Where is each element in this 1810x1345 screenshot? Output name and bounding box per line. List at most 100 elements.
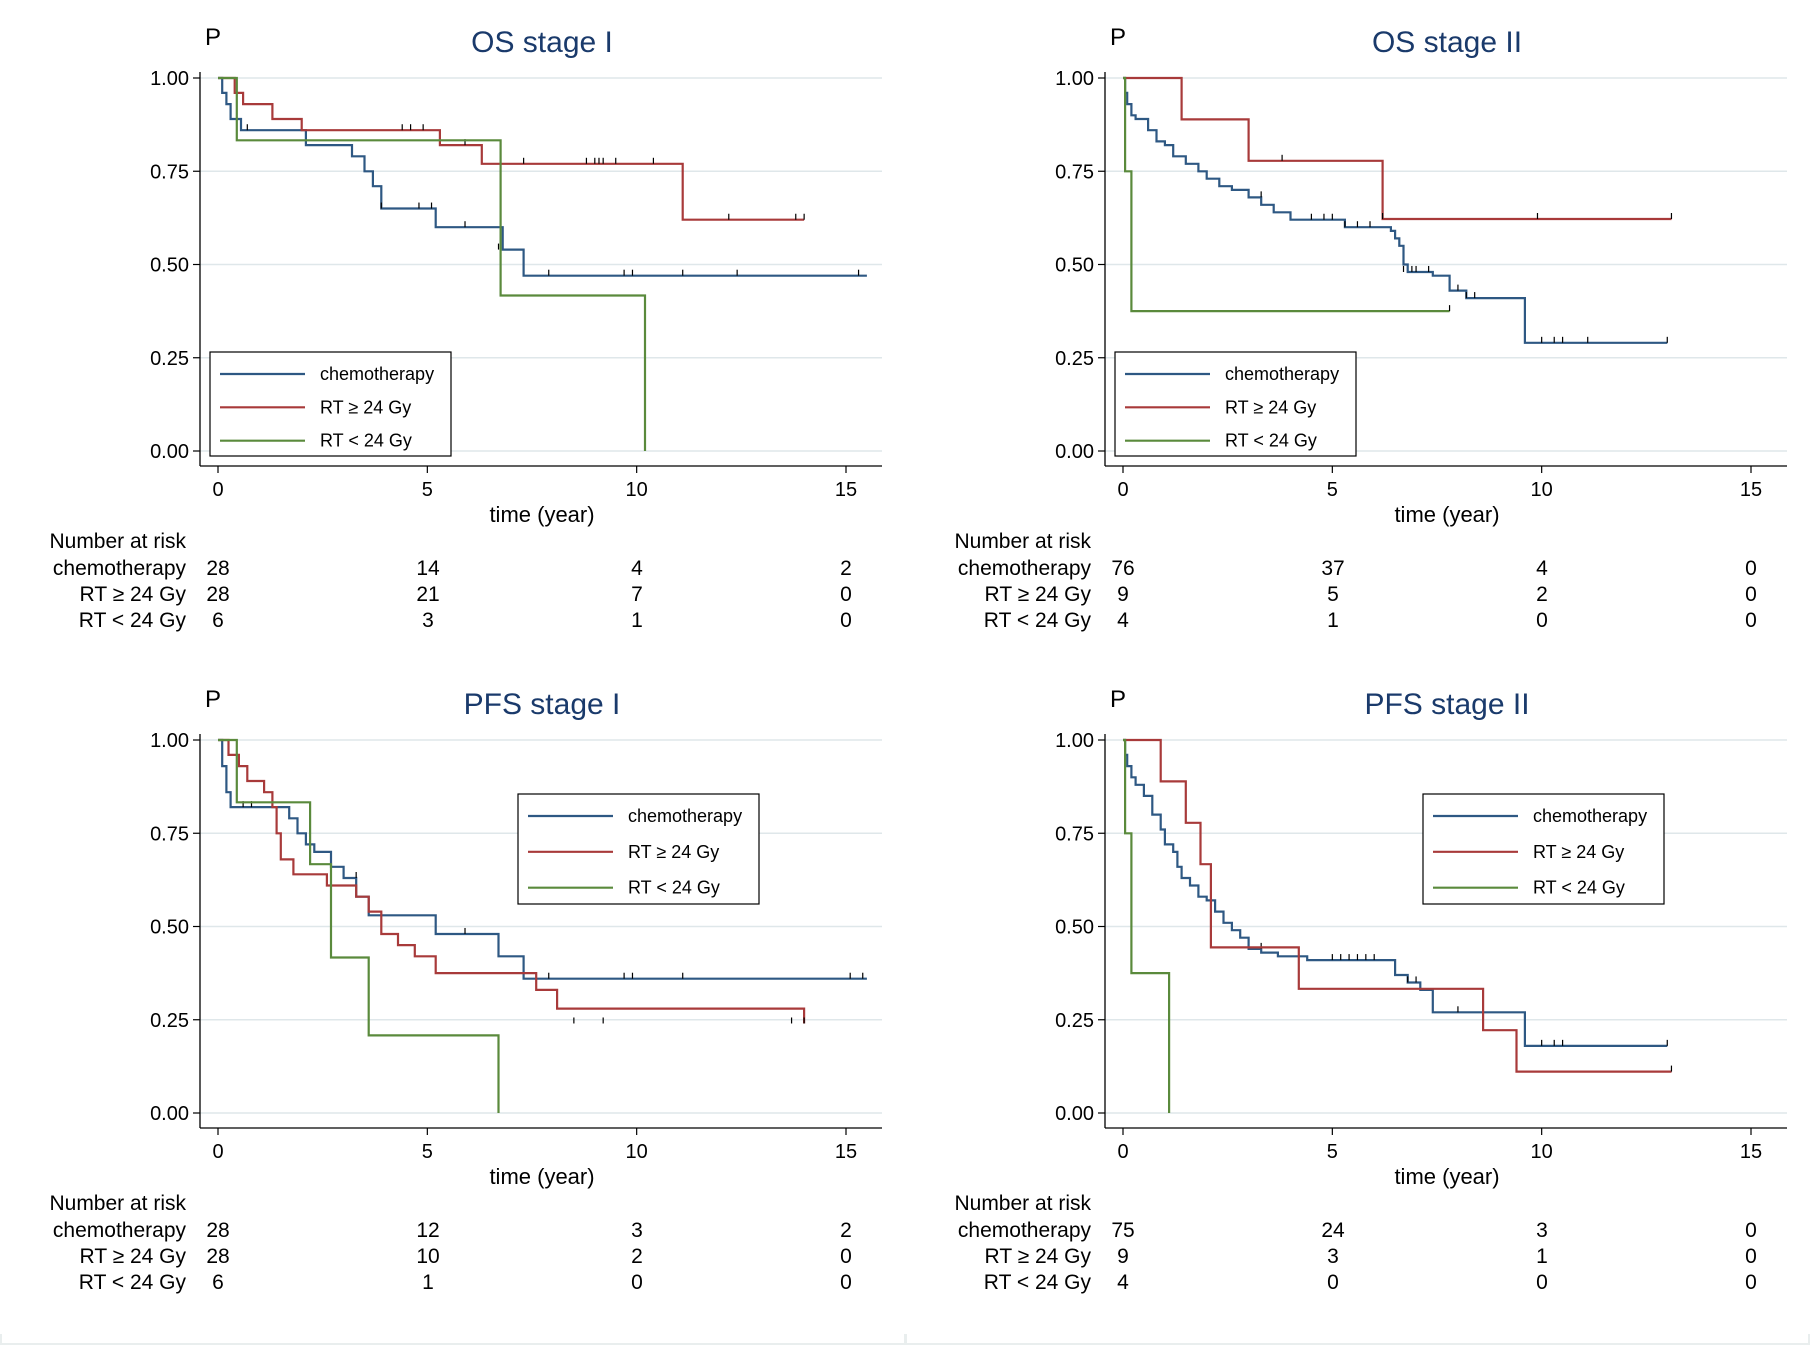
risk-value: 3 (422, 609, 434, 632)
x-tick-label: 15 (1740, 1141, 1762, 1163)
y-tick-label: 0.00 (150, 441, 189, 463)
y-tick-label: 0.75 (1055, 161, 1094, 183)
risk-value: 28 (206, 1245, 229, 1268)
y-tick-label: 1.00 (1055, 68, 1094, 90)
plot-area (200, 734, 882, 1128)
risk-value: 0 (1745, 1245, 1757, 1268)
y-axis-label: P (1110, 24, 1126, 51)
y-tick-label: 1.00 (150, 730, 189, 752)
legend-label: chemotherapy (628, 806, 742, 826)
series-line-3 (1123, 738, 1171, 1113)
x-tick-label: 5 (1327, 1141, 1338, 1163)
risk-row-label: RT ≥ 24 Gy (985, 583, 1092, 606)
chart-title: PFS stage I (464, 688, 621, 721)
legend-label: chemotherapy (1225, 364, 1339, 384)
y-tick-label: 0.75 (1055, 823, 1094, 845)
risk-value: 3 (631, 1219, 643, 1242)
y-tick-label: 0.50 (150, 255, 189, 277)
risk-value: 37 (1321, 557, 1344, 580)
risk-table-header: Number at risk (954, 530, 1091, 553)
risk-value: 28 (206, 1219, 229, 1242)
risk-value: 9 (1117, 583, 1129, 606)
risk-value: 0 (840, 1271, 852, 1294)
risk-value: 10 (416, 1245, 439, 1268)
risk-value: 4 (1536, 557, 1548, 580)
series-line-1 (1123, 76, 1668, 344)
legend-label: RT < 24 Gy (320, 431, 412, 451)
legend-label: RT < 24 Gy (1533, 878, 1625, 898)
x-axis-title: time (year) (1394, 502, 1499, 527)
legend-box (1114, 351, 1357, 457)
risk-value: 3 (1327, 1245, 1339, 1268)
risk-value: 0 (1327, 1271, 1339, 1294)
y-tick-label: 1.00 (1055, 730, 1094, 752)
x-axis-title: time (year) (1394, 1164, 1499, 1189)
legend-box (517, 793, 760, 905)
chart-title: OS stage I (471, 26, 613, 59)
risk-value: 6 (212, 609, 224, 632)
risk-value: 28 (206, 557, 229, 580)
x-axis-title: time (year) (489, 502, 594, 527)
risk-value: 0 (1745, 1219, 1757, 1242)
risk-value: 7 (631, 583, 643, 606)
risk-value: 2 (840, 557, 852, 580)
risk-row-label: chemotherapy (958, 557, 1092, 580)
risk-value: 0 (1745, 1271, 1757, 1294)
risk-value: 4 (1117, 609, 1129, 632)
risk-value: 0 (840, 1245, 852, 1268)
series-line-3 (1123, 76, 1450, 313)
series-line-2 (1123, 738, 1672, 1073)
y-tick-label: 1.00 (150, 68, 189, 90)
risk-value: 12 (416, 1219, 439, 1242)
risk-value: 2 (631, 1245, 643, 1268)
risk-value: 1 (1327, 609, 1339, 632)
x-tick-label: 0 (1117, 479, 1128, 501)
series-line-2 (218, 76, 805, 221)
risk-value: 3 (1536, 1219, 1548, 1242)
y-axis-label: P (205, 686, 221, 713)
risk-value: 21 (416, 583, 439, 606)
y-axis-label: P (205, 24, 221, 51)
legend-label: chemotherapy (1533, 806, 1647, 826)
risk-value: 0 (1536, 609, 1548, 632)
x-tick-label: 10 (626, 1141, 648, 1163)
risk-row-label: RT ≥ 24 Gy (985, 1245, 1092, 1268)
chart-title: OS stage II (1372, 26, 1522, 59)
y-tick-label: 0.00 (1055, 441, 1094, 463)
series-line-1 (218, 738, 867, 980)
legend-label: RT ≥ 24 Gy (1225, 397, 1316, 417)
x-tick-label: 15 (835, 479, 857, 501)
series-line-3 (218, 738, 500, 1113)
series-line-2 (1123, 76, 1672, 221)
y-tick-label: 0.50 (150, 917, 189, 939)
series-line-1 (218, 76, 867, 277)
risk-row-label: RT ≥ 24 Gy (80, 1245, 187, 1268)
y-tick-label: 0.00 (1055, 1103, 1094, 1125)
series-line-2 (218, 738, 806, 1024)
x-tick-label: 15 (1740, 479, 1762, 501)
legend-box (209, 351, 452, 457)
risk-row-label: RT < 24 Gy (79, 609, 187, 632)
risk-row-label: RT < 24 Gy (984, 1271, 1092, 1294)
risk-value: 0 (840, 583, 852, 606)
risk-table-header: Number at risk (49, 530, 186, 553)
legend-label: RT ≥ 24 Gy (628, 842, 719, 862)
risk-row-label: RT < 24 Gy (79, 1271, 187, 1294)
risk-value: 24 (1321, 1219, 1345, 1242)
risk-value: 0 (1745, 583, 1757, 606)
y-tick-label: 0.25 (150, 1010, 189, 1032)
x-tick-label: 10 (1531, 479, 1553, 501)
y-axis-label: P (1110, 686, 1126, 713)
risk-row-label: chemotherapy (53, 557, 187, 580)
legend-box (1422, 793, 1665, 905)
risk-row-label: chemotherapy (958, 1219, 1092, 1242)
x-tick-label: 10 (1531, 1141, 1553, 1163)
risk-value: 4 (631, 557, 643, 580)
